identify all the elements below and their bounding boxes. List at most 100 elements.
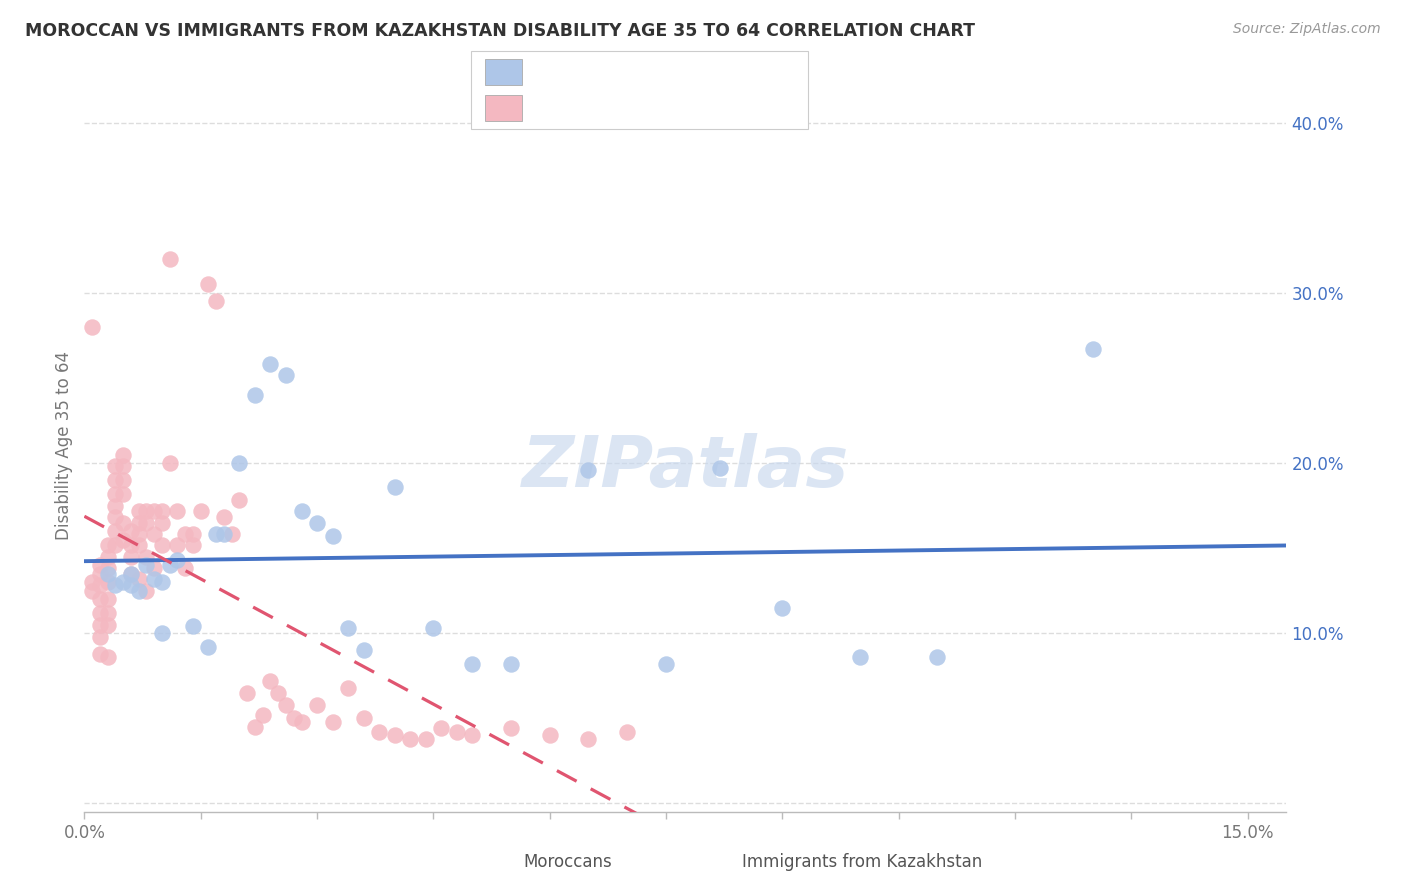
Point bbox=[128, 503, 150, 517]
Point bbox=[150, 626, 173, 640]
Point bbox=[97, 566, 120, 581]
Point bbox=[89, 578, 111, 592]
Point bbox=[112, 516, 135, 530]
Point bbox=[709, 461, 731, 475]
Text: Source: ZipAtlas.com: Source: ZipAtlas.com bbox=[1233, 22, 1381, 37]
Point bbox=[384, 480, 406, 494]
Point bbox=[353, 711, 375, 725]
Point bbox=[243, 388, 266, 402]
Point bbox=[112, 575, 135, 590]
Point bbox=[112, 459, 135, 474]
Point bbox=[112, 486, 135, 500]
Point bbox=[305, 698, 328, 712]
Point bbox=[143, 503, 166, 517]
Point bbox=[82, 583, 104, 598]
Point bbox=[104, 486, 127, 500]
Point bbox=[143, 561, 166, 575]
Point bbox=[135, 516, 157, 530]
Point bbox=[82, 320, 104, 334]
Text: ZIPatlas: ZIPatlas bbox=[522, 434, 849, 502]
Point bbox=[104, 499, 127, 513]
Point bbox=[135, 558, 157, 572]
Point bbox=[166, 538, 188, 552]
Point bbox=[159, 252, 181, 266]
Point bbox=[89, 617, 111, 632]
Text: MOROCCAN VS IMMIGRANTS FROM KAZAKHSTAN DISABILITY AGE 35 TO 64 CORRELATION CHART: MOROCCAN VS IMMIGRANTS FROM KAZAKHSTAN D… bbox=[25, 22, 976, 40]
Point bbox=[166, 503, 188, 517]
Point bbox=[143, 572, 166, 586]
Point bbox=[104, 524, 127, 538]
Point bbox=[104, 578, 127, 592]
Point bbox=[89, 558, 111, 572]
Point bbox=[128, 538, 150, 552]
Point bbox=[616, 724, 638, 739]
Text: N =: N = bbox=[659, 63, 697, 81]
Point bbox=[112, 448, 135, 462]
Point bbox=[322, 714, 344, 729]
Text: R =: R = bbox=[536, 63, 571, 81]
Point bbox=[578, 731, 600, 746]
Point bbox=[221, 527, 243, 541]
Point bbox=[353, 643, 375, 657]
Point bbox=[927, 649, 949, 664]
Point bbox=[150, 503, 173, 517]
Point bbox=[89, 606, 111, 620]
Point bbox=[538, 728, 561, 742]
Text: N =: N = bbox=[659, 99, 697, 117]
Point bbox=[1081, 342, 1104, 356]
Point bbox=[97, 606, 120, 620]
Point bbox=[430, 722, 453, 736]
Point bbox=[252, 707, 274, 722]
Point bbox=[120, 566, 142, 581]
Point bbox=[104, 459, 127, 474]
Point bbox=[259, 673, 281, 688]
Point bbox=[89, 630, 111, 644]
Point bbox=[120, 549, 142, 564]
Point bbox=[368, 724, 391, 739]
Y-axis label: Disability Age 35 to 64: Disability Age 35 to 64 bbox=[55, 351, 73, 541]
Point bbox=[120, 538, 142, 552]
Text: Immigrants from Kazakhstan: Immigrants from Kazakhstan bbox=[742, 853, 983, 871]
Point bbox=[135, 549, 157, 564]
FancyBboxPatch shape bbox=[485, 95, 522, 121]
Text: 0.105: 0.105 bbox=[582, 63, 630, 81]
Point bbox=[274, 698, 297, 712]
Point bbox=[274, 368, 297, 382]
Point bbox=[150, 575, 173, 590]
Point bbox=[205, 294, 228, 309]
Point bbox=[181, 538, 204, 552]
Point bbox=[305, 516, 328, 530]
Point bbox=[135, 583, 157, 598]
Point bbox=[128, 583, 150, 598]
Point bbox=[322, 529, 344, 543]
Point bbox=[849, 649, 872, 664]
Point bbox=[120, 578, 142, 592]
Point bbox=[337, 621, 360, 635]
Point bbox=[112, 533, 135, 547]
Text: Moroccans: Moroccans bbox=[523, 853, 612, 871]
Point bbox=[422, 621, 444, 635]
Point bbox=[290, 503, 312, 517]
Point bbox=[128, 527, 150, 541]
Text: 0.166: 0.166 bbox=[582, 99, 630, 117]
Point bbox=[290, 714, 312, 729]
Point bbox=[143, 527, 166, 541]
Point bbox=[499, 722, 522, 736]
Point bbox=[112, 473, 135, 487]
Point bbox=[384, 728, 406, 742]
Point bbox=[97, 575, 120, 590]
Point bbox=[236, 686, 259, 700]
Point bbox=[259, 357, 281, 371]
Point bbox=[181, 619, 204, 633]
Point bbox=[205, 527, 228, 541]
Point bbox=[120, 524, 142, 538]
Point bbox=[104, 538, 127, 552]
Point bbox=[150, 538, 173, 552]
Point bbox=[174, 527, 197, 541]
Point bbox=[212, 510, 235, 524]
Point bbox=[97, 538, 120, 552]
Point bbox=[181, 527, 204, 541]
FancyBboxPatch shape bbox=[485, 59, 522, 86]
Point bbox=[159, 456, 181, 470]
Point bbox=[283, 711, 305, 725]
